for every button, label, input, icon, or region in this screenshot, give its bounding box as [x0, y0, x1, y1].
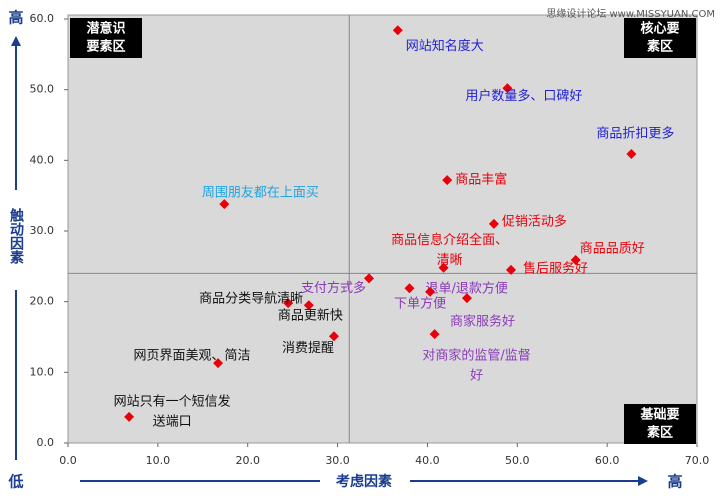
- point: [328, 331, 339, 342]
- point: [570, 254, 581, 265]
- x-tick-label: 20.0: [235, 454, 260, 467]
- quadrant-label: 核心要: [640, 21, 679, 37]
- x-tick-label: 60.0: [595, 454, 620, 467]
- point-label: 商品折扣更多: [596, 125, 674, 141]
- point-label: 售后服务好: [523, 260, 588, 276]
- point-label: 支付方式多: [301, 280, 366, 296]
- point-label: 送端口: [153, 414, 192, 429]
- quadrant-box: [70, 18, 142, 58]
- point: [219, 199, 230, 210]
- y-tick-label: 10.0: [30, 365, 55, 378]
- point-label: 商品丰富: [455, 172, 507, 188]
- point: [364, 273, 375, 284]
- watermark: 思缘设计论坛 www.MISSYUAN.COM: [546, 7, 715, 20]
- point: [626, 148, 637, 159]
- point-label: 消费提醒: [282, 340, 334, 356]
- y-label: 触动因素: [8, 207, 25, 265]
- point: [429, 329, 440, 340]
- quadrant-box: [624, 404, 696, 444]
- x-tick-label: 50.0: [505, 454, 530, 467]
- point-label: 清晰: [437, 253, 463, 268]
- point: [392, 25, 403, 36]
- x-high: 高: [667, 473, 682, 491]
- point: [461, 293, 472, 304]
- point: [488, 218, 499, 229]
- x-label: 考虑因素: [336, 473, 392, 490]
- point: [425, 286, 436, 297]
- quadrant-label: 要素区: [86, 39, 125, 55]
- quadrant-box: [624, 18, 696, 58]
- x-tick-label: 0.0: [59, 454, 77, 467]
- y-low: 低: [7, 473, 23, 491]
- point: [404, 283, 415, 294]
- y-tick-label: 0.0: [37, 436, 55, 449]
- quadrant-label: 基础要: [639, 407, 679, 423]
- y-tick-label: 60.0: [30, 12, 55, 25]
- point-label: 商品信息介绍全面、: [391, 232, 508, 248]
- point: [505, 264, 516, 275]
- y-high: 高: [8, 9, 23, 27]
- point-label: 商品更新快: [278, 308, 343, 324]
- point-label: 商品品质好: [580, 241, 645, 256]
- y-tick-label: 50.0: [30, 83, 55, 96]
- x-tick-label: 40.0: [415, 454, 440, 467]
- y-tick-label: 40.0: [30, 153, 55, 166]
- quadrant-label: 素区: [647, 425, 673, 441]
- point-label: 网站只有一个短信发: [114, 393, 231, 409]
- point-label: 周围朋友都在上面买: [202, 185, 319, 201]
- plot-area: [67, 14, 698, 444]
- point: [303, 300, 314, 311]
- arrow-head: [11, 36, 21, 46]
- y-tick-label: 20.0: [30, 295, 55, 308]
- point-label: 促销活动多: [502, 213, 567, 229]
- point: [213, 358, 224, 369]
- point-label: 网站知名度大: [406, 38, 484, 54]
- y-tick-label: 30.0: [30, 224, 55, 237]
- point-label: 网页界面美观、简洁: [134, 348, 251, 364]
- point-label: 商品分类导航清晰: [199, 291, 303, 307]
- x-tick-label: 30.0: [325, 454, 350, 467]
- point-label: 对商家的监管/监督: [422, 348, 530, 364]
- point: [124, 411, 135, 422]
- point-label: 退单/退款方便: [425, 281, 507, 297]
- arrow-head: [638, 476, 648, 486]
- point-label: 用户数量多、口碑好: [465, 88, 582, 104]
- point-label: 好: [470, 369, 483, 384]
- point-label: 商家服务好: [450, 314, 515, 330]
- point: [283, 298, 294, 309]
- point: [442, 175, 453, 186]
- quadrant-label: 素区: [647, 39, 673, 55]
- x-tick-label: 70.0: [685, 454, 710, 467]
- point: [438, 262, 449, 273]
- point-label: 下单方便: [394, 295, 446, 311]
- point: [502, 83, 513, 94]
- x-tick-label: 10.0: [146, 454, 171, 467]
- quadrant-label: 潜意识: [86, 21, 125, 37]
